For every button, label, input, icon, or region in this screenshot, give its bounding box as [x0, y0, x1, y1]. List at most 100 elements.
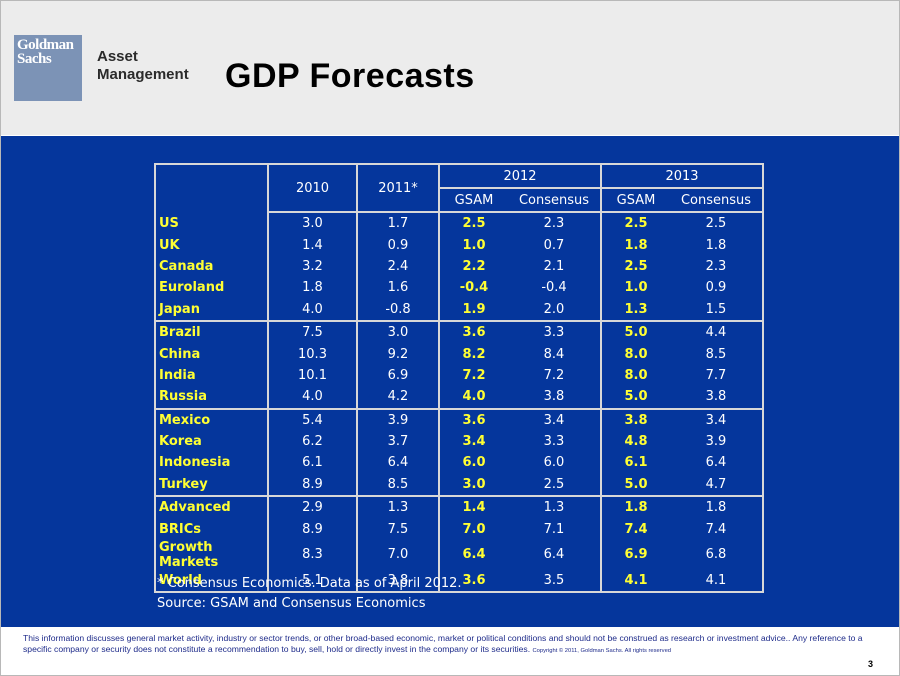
cell-2012-consensus: 2.1 [508, 255, 602, 278]
table-body: US 3.0 1.7 2.5 2.3 2.5 2.5 UK 1.4 0.9 1.0 0.7 1.8 1.8… [154, 212, 764, 594]
cell-2011: 9.2 [357, 343, 440, 365]
cell-2012-gsam: 6.0 [462, 455, 486, 471]
header-2013: 2013 [601, 163, 764, 189]
cell-2013-gsam: 8.0 [624, 346, 648, 362]
cell-2013-consensus: 4.4 [670, 319, 764, 344]
cell-2012-gsam: 3.6 [439, 407, 508, 431]
cell-2012-gsam: 1.0 [462, 237, 486, 253]
cell-2012-gsam: 1.9 [462, 301, 486, 317]
cell-2012-gsam: 3.6 [439, 569, 508, 594]
header-2012: 2012 [439, 163, 602, 189]
cell-2013-gsam: 1.8 [624, 237, 648, 253]
cell-2013-consensus: 2.3 [670, 255, 764, 278]
cell-2012-gsam: -0.4 [459, 280, 489, 296]
cell-2013-gsam: 5.0 [601, 319, 670, 344]
cell-2010: 8.9 [268, 518, 358, 540]
cell-2011: 1.6 [357, 277, 440, 299]
header-2011: 2011* [357, 163, 440, 213]
cell-2011: 0.9 [357, 234, 440, 256]
logo-line-2: Sachs [17, 51, 52, 67]
cell-2013-gsam: 8.0 [624, 367, 648, 383]
header-2013-gsam: GSAM [601, 188, 670, 213]
cell-2013-consensus: 1.5 [670, 298, 764, 321]
cell-2010: 6.2 [268, 430, 358, 453]
cell-2011: 7.0 [357, 539, 440, 570]
brand-line-1: Asset [97, 48, 138, 65]
cell-2010: 10.1 [268, 364, 358, 387]
row-label: World [154, 569, 269, 594]
cell-2010: 4.0 [268, 298, 358, 321]
disclaimer: This information discusses general marke… [23, 633, 893, 657]
cell-2011: 8.5 [357, 473, 440, 497]
cell-2011: 2.4 [357, 255, 440, 278]
cell-2010: 8.3 [268, 539, 358, 570]
row-label: India [154, 364, 269, 387]
cell-2012-gsam: 3.0 [462, 476, 486, 492]
cell-2012-gsam: 7.2 [462, 367, 486, 383]
cell-2012-consensus: 3.5 [508, 569, 602, 594]
page-number: 3 [867, 659, 873, 669]
table-row: Mexico 5.4 3.9 3.6 3.4 3.8 3.4 [154, 407, 764, 431]
cell-2010: 4.0 [268, 386, 358, 409]
cell-2010: 3.2 [268, 255, 358, 278]
table-row: UK 1.4 0.9 1.0 0.7 1.8 1.8 [154, 234, 764, 256]
cell-2013-consensus: 4.1 [670, 569, 764, 594]
cell-2012-gsam: 3.6 [439, 319, 508, 344]
row-label: Advanced [154, 495, 269, 519]
cell-2013-consensus: 1.8 [670, 495, 764, 519]
header-2013-consensus: Consensus [670, 188, 764, 213]
cell-2012-consensus: 6.4 [508, 539, 602, 570]
row-label: US [154, 212, 269, 235]
cell-2013-gsam: 2.5 [624, 258, 648, 274]
cell-2012-consensus: 3.8 [508, 386, 602, 409]
cell-2012-consensus: 8.4 [508, 343, 602, 365]
brand-line-2: Management [97, 66, 189, 83]
logo-line-1: Goldman [17, 37, 74, 53]
cell-2010: 7.5 [268, 319, 358, 344]
cell-2013-consensus: 4.7 [670, 473, 764, 497]
table-row: China 10.3 9.2 8.2 8.4 8.0 8.5 [154, 343, 764, 365]
table-header-row-2: GSAM Consensus GSAM Consensus [155, 188, 764, 213]
cell-2011: 7.5 [357, 518, 440, 540]
cell-2013-consensus: 3.9 [670, 430, 764, 453]
cell-2013-consensus: 0.9 [670, 277, 764, 299]
cell-2013-consensus: 7.7 [670, 364, 764, 387]
cell-2011: 3.8 [357, 569, 440, 594]
cell-2013-gsam: 2.5 [624, 216, 648, 232]
header-2010: 2010 [268, 163, 358, 213]
cell-2013-gsam: 7.4 [624, 521, 648, 537]
cell-2012-gsam: 3.4 [462, 434, 486, 450]
table-row: Canada 3.2 2.4 2.2 2.1 2.5 2.3 [154, 255, 764, 278]
cell-2012-consensus: -0.4 [508, 277, 602, 299]
cell-2012-consensus: 2.5 [508, 473, 602, 497]
cell-2012-consensus: 6.0 [508, 452, 602, 474]
table-row: Turkey 8.9 8.5 3.0 2.5 5.0 4.7 [154, 473, 764, 497]
header-2012-gsam: GSAM [439, 188, 508, 213]
copyright-text: Copyright © 2011, Goldman Sachs. All rig… [532, 648, 672, 654]
table-row: US 3.0 1.7 2.5 2.3 2.5 2.5 [154, 212, 764, 235]
cell-2011: 3.0 [357, 319, 440, 344]
cell-2012-consensus: 3.3 [508, 319, 602, 344]
cell-2011: 3.9 [357, 407, 440, 431]
row-label: Growth Markets [154, 539, 269, 570]
cell-2013-gsam: 1.0 [624, 280, 648, 296]
cell-2013-gsam: 5.0 [624, 476, 648, 492]
cell-2012-consensus: 3.4 [508, 407, 602, 431]
cell-2012-consensus: 7.1 [508, 518, 602, 540]
cell-2012-consensus: 1.3 [508, 495, 602, 519]
cell-2012-gsam: 7.0 [462, 521, 486, 537]
row-label: Japan [154, 298, 269, 321]
row-label: Russia [154, 386, 269, 409]
corner-header-cell [154, 163, 269, 212]
cell-2010: 3.0 [268, 212, 358, 235]
table-row: Indonesia 6.1 6.4 6.0 6.0 6.1 6.4 [154, 452, 764, 474]
cell-2013-gsam: 6.1 [624, 455, 648, 471]
row-label: BRICs [154, 518, 269, 540]
cell-2013-consensus: 3.4 [670, 407, 764, 431]
cell-2013-consensus: 8.5 [670, 343, 764, 365]
cell-2010: 10.3 [268, 343, 358, 365]
cell-2013-consensus: 1.8 [670, 234, 764, 256]
table-row: Brazil 7.5 3.0 3.6 3.3 5.0 4.4 [154, 319, 764, 344]
cell-2011: 1.3 [357, 495, 440, 519]
